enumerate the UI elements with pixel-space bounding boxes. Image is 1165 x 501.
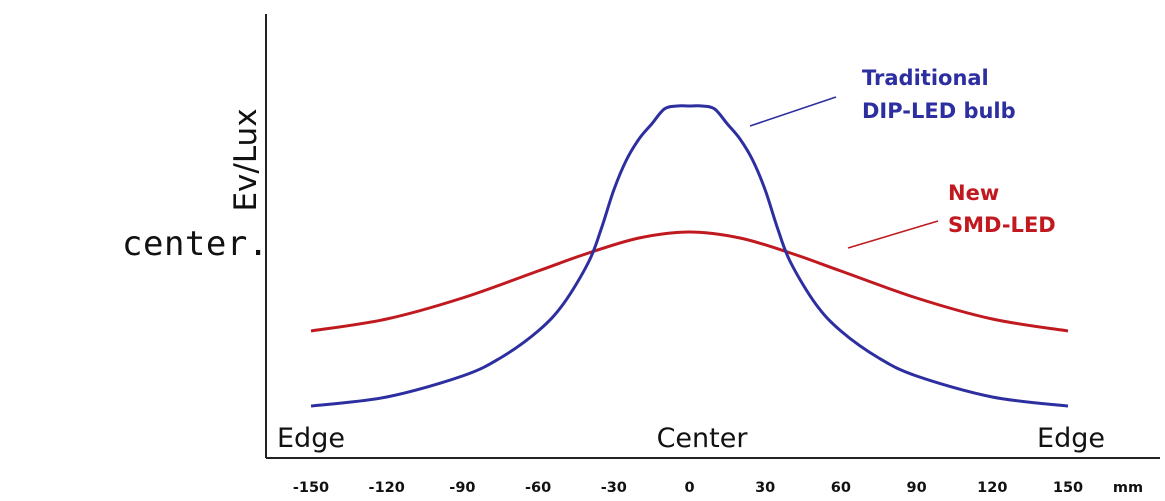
x-tick-label: 60 bbox=[831, 480, 851, 496]
x-tick-label: -30 bbox=[601, 480, 627, 496]
x-tick-label: 120 bbox=[977, 480, 1007, 496]
legend-label: SMD-LED bbox=[948, 213, 1056, 237]
x-tick-label: -120 bbox=[369, 480, 405, 496]
region-label: Center bbox=[657, 423, 749, 454]
y-axis-label: Ev/Lux bbox=[228, 108, 264, 211]
x-tick-label: 0 bbox=[684, 480, 694, 496]
x-tick-label: 30 bbox=[755, 480, 775, 496]
x-axis-unit: mm bbox=[1113, 480, 1143, 496]
x-tick-label: 90 bbox=[907, 480, 927, 496]
legend-label: DIP-LED bulb bbox=[862, 99, 1016, 123]
legend-leader-line bbox=[749, 96, 837, 127]
x-tick-label: -90 bbox=[449, 480, 475, 496]
x-tick-label: -150 bbox=[293, 480, 329, 496]
region-label: Edge bbox=[277, 423, 345, 454]
side-caption-text: center. bbox=[122, 224, 269, 264]
x-tick-label: 150 bbox=[1053, 480, 1083, 496]
legend-label: Traditional bbox=[862, 66, 989, 90]
legend-label: New bbox=[948, 181, 999, 205]
series-line-dip-led bbox=[310, 104, 1069, 408]
legend-leader-line bbox=[847, 220, 939, 249]
region-label: Edge bbox=[1037, 423, 1105, 454]
series-line-smd-led bbox=[310, 230, 1069, 333]
x-tick-label: -60 bbox=[525, 480, 551, 496]
